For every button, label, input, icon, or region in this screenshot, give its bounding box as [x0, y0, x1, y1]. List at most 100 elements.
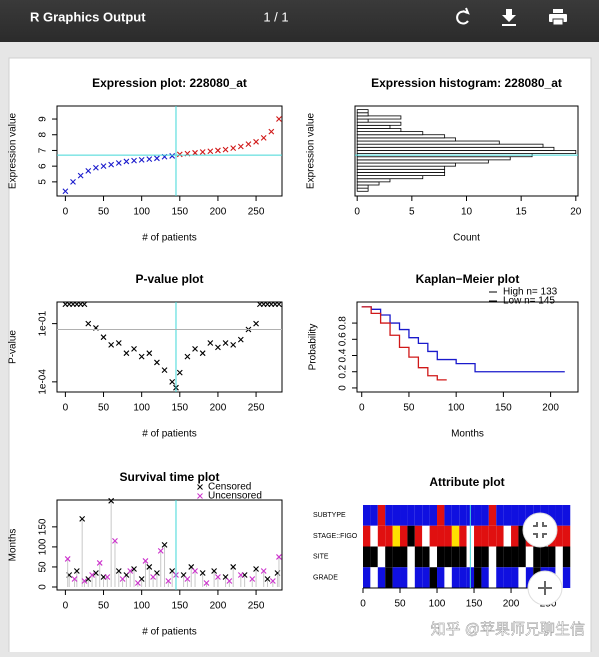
- heatmap-cell: [525, 505, 534, 526]
- heatmap-cell: [540, 546, 549, 568]
- print-button[interactable]: [549, 9, 567, 26]
- x-tick-label: 150: [171, 207, 188, 218]
- legend-label: Uncensored: [208, 491, 262, 502]
- heatmap-cell: [400, 546, 408, 568]
- point-marker: [70, 178, 76, 185]
- point-marker: [268, 128, 275, 135]
- heatmap-cell: [451, 546, 460, 568]
- heatmap-cell: [481, 567, 489, 588]
- heatmap-cell: [496, 525, 504, 547]
- point-marker: [131, 157, 137, 164]
- point-marker: [253, 320, 259, 327]
- x-tick-label: 150: [171, 601, 188, 612]
- heatmap-cell: [555, 567, 563, 588]
- histogram-bar: [356, 124, 391, 129]
- point: [222, 340, 229, 346]
- point-marker: [115, 568, 122, 574]
- point-marker: [192, 568, 198, 574]
- exit-fullscreen-button[interactable]: [522, 512, 558, 548]
- histogram-bar: [356, 187, 369, 192]
- point: [215, 147, 221, 154]
- point-marker: [108, 497, 115, 504]
- point-marker: [253, 566, 259, 572]
- point-marker: [123, 158, 130, 165]
- x-axis-label: Months: [451, 429, 484, 440]
- heatmap-cell: [392, 546, 401, 568]
- heatmap-cell: [562, 525, 571, 547]
- heatmap-cell: [451, 525, 460, 547]
- point-marker: [207, 148, 214, 155]
- heatmap-cell: [511, 525, 519, 547]
- heatmap-cell: [363, 525, 371, 547]
- heatmap-cell: [370, 567, 378, 588]
- heatmap-cell: [429, 505, 438, 526]
- y-tick-label: 5: [38, 179, 49, 185]
- point: [249, 576, 256, 587]
- point: [79, 515, 86, 587]
- y-tick-label: 0: [338, 385, 349, 391]
- y-axis-label: Expression value: [8, 112, 19, 189]
- point-marker: [215, 574, 221, 580]
- heatmap-cell: [488, 505, 497, 526]
- point: [104, 574, 111, 587]
- heatmap-cell: [533, 546, 541, 568]
- heatmap-cell: [400, 567, 408, 588]
- x-tick-label: 5: [409, 207, 415, 218]
- histogram-bar: [356, 181, 380, 186]
- heatmap-cell: [377, 505, 386, 526]
- heatmap-cell: [370, 525, 378, 547]
- point: [230, 564, 237, 587]
- legend-label: Censored: [208, 482, 251, 493]
- heatmap-cell: [422, 525, 430, 547]
- point: [131, 157, 137, 164]
- heatmap-cell: [562, 567, 571, 588]
- point: [237, 336, 244, 343]
- histogram-bar: [356, 112, 369, 117]
- point-marker: [115, 160, 122, 166]
- x-tick-label: 50: [403, 403, 415, 414]
- point-marker: [146, 156, 153, 162]
- point: [169, 153, 176, 159]
- heatmap-cell: [392, 505, 401, 526]
- heatmap-cell: [459, 546, 467, 568]
- point-marker: [176, 369, 183, 376]
- point: [253, 566, 259, 587]
- point: [123, 158, 130, 165]
- heatmap-cell: [363, 567, 371, 588]
- heatmap-cell: [377, 546, 386, 568]
- y-tick-label: 1e-01: [38, 310, 49, 336]
- heatmap-cell: [363, 546, 371, 568]
- heatmap-cell: [407, 567, 415, 588]
- point: [207, 148, 214, 155]
- chart-title: Kaplan−Meier plot: [416, 272, 520, 286]
- heatmap-cell: [407, 525, 415, 547]
- point: [165, 578, 172, 587]
- histogram-bar: [356, 172, 446, 176]
- point: [108, 161, 115, 168]
- point-marker: [79, 515, 86, 522]
- histogram-bar: [356, 121, 402, 126]
- zoom-in-button[interactable]: [527, 570, 563, 606]
- histogram-bar: [356, 128, 402, 133]
- histogram-bar: [356, 156, 511, 161]
- point: [203, 580, 210, 587]
- heatmap-cell: [474, 546, 482, 568]
- x-tick-label: 0: [359, 403, 365, 414]
- download-button[interactable]: [502, 9, 516, 26]
- point: [161, 367, 168, 374]
- y-tick-label: 150: [38, 518, 49, 535]
- point-marker: [108, 161, 115, 168]
- y-tick-label: 0: [38, 584, 49, 590]
- point-marker: [138, 156, 145, 163]
- point-marker: [100, 334, 107, 341]
- heatmap-cell: [511, 505, 519, 526]
- point: [71, 576, 78, 587]
- legend-marker: [197, 493, 203, 499]
- heatmap-cell: [503, 546, 512, 568]
- x-tick-label: 250: [248, 207, 265, 218]
- heatmap-cell: [437, 567, 445, 588]
- point: [192, 568, 198, 587]
- heatmap-cell: [385, 546, 393, 568]
- histogram-bar: [356, 131, 424, 136]
- refresh-button[interactable]: [456, 7, 470, 25]
